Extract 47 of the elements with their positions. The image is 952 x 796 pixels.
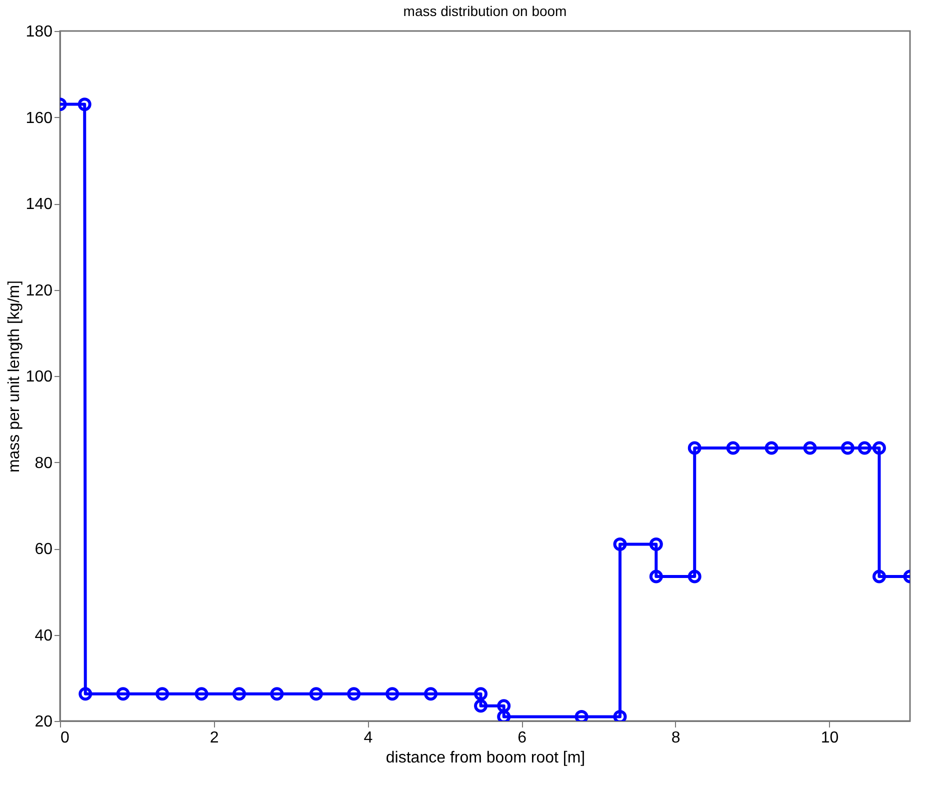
point xyxy=(232,687,246,701)
y-tick-label: 80 xyxy=(34,454,53,472)
y-tick-label: 180 xyxy=(26,24,53,40)
point xyxy=(688,570,702,584)
point xyxy=(474,687,488,701)
point xyxy=(858,441,872,455)
point xyxy=(194,687,208,701)
point xyxy=(270,687,284,701)
y-tick-label: 60 xyxy=(34,541,53,558)
y-tick-label: 140 xyxy=(26,196,53,213)
point xyxy=(764,441,778,455)
y-tick-label: 160 xyxy=(26,110,53,127)
y-tick-label: 20 xyxy=(34,714,53,730)
point xyxy=(803,441,817,455)
x-tick-label: 6 xyxy=(518,730,527,746)
y-tick-label: 40 xyxy=(34,627,53,644)
point xyxy=(309,687,323,701)
point xyxy=(649,537,663,551)
point xyxy=(497,699,511,713)
point xyxy=(474,699,488,713)
point xyxy=(424,687,438,701)
x-tick-label: 2 xyxy=(210,730,219,746)
point xyxy=(347,687,361,701)
x-tick-label: 10 xyxy=(820,730,839,746)
x-tick-label: 8 xyxy=(671,730,680,746)
y-axis-title: mass per unit length [kg/m] xyxy=(6,280,23,473)
x-tick-label: 0 xyxy=(60,730,70,746)
y-tick-label: 120 xyxy=(26,282,53,300)
point xyxy=(872,570,886,584)
chart-title: mass distribution on boom xyxy=(403,3,567,19)
point xyxy=(688,441,702,455)
point xyxy=(726,441,740,455)
y-tick-label: 100 xyxy=(26,368,53,386)
point xyxy=(574,710,588,721)
point xyxy=(116,687,130,701)
point xyxy=(386,687,400,701)
x-tick-label: 4 xyxy=(364,730,373,746)
point xyxy=(649,570,663,584)
point xyxy=(613,537,627,551)
x-axis-title: distance from boom root [m] xyxy=(386,750,586,766)
point xyxy=(613,710,627,721)
point xyxy=(156,687,170,701)
point xyxy=(78,687,92,701)
point xyxy=(78,98,92,112)
point xyxy=(497,710,511,721)
point xyxy=(872,441,886,455)
point xyxy=(840,441,854,455)
